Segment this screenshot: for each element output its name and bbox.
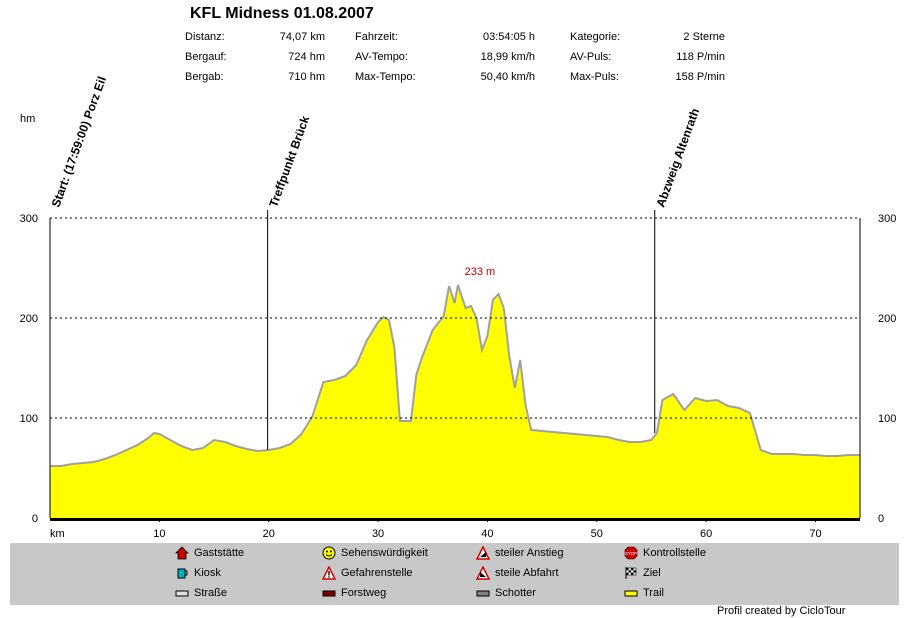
smiley-icon [322,546,336,560]
x-tick-label: 10 [153,528,165,540]
legend-item: Gaststätte [175,546,244,560]
surface-bar [50,518,860,521]
y-tick-label-right: 300 [878,213,896,225]
y-tick-label-left: 0 [32,513,38,525]
legend-label: Gaststätte [194,547,245,559]
stat-value: 18,99 km/h [480,51,535,63]
y-tick-label-right: 100 [878,413,896,425]
chart-title: KFL Midness 01.08.2007 [190,5,374,22]
stat-label: Fahrzeit: [355,31,398,43]
x-tick-label: 60 [700,528,712,540]
x-axis-label: km [50,528,65,540]
x-tick-label: 50 [591,528,603,540]
legend-label: Sehenswürdigkeit [341,547,428,559]
legend-item: Forstweg [322,586,386,600]
stat-label: Max-Tempo: [355,71,416,83]
legend-item: STOP Kontrollstelle [624,546,706,560]
y-tick-label-left: 200 [20,313,38,325]
stat-value: 50,40 km/h [480,71,535,83]
waypoint-label: Treffpunkt Brück [266,114,312,209]
gravel-swatch-icon [476,586,490,600]
forest-swatch-icon [322,586,336,600]
legend-item: Schotter [476,586,536,600]
legend-label: Forstweg [341,587,387,599]
x-tick-label: 70 [809,528,821,540]
legend-label: Kontrollstelle [643,547,706,559]
stat-value: 158 P/min [675,71,725,83]
stat-label: Bergab: [185,71,224,83]
house-icon [175,546,189,560]
legend-label: Ziel [643,567,661,579]
legend-item: Gefahrenstelle [321,565,413,580]
legend-label: Schotter [495,587,536,599]
x-tick-label: 30 [372,528,384,540]
y-tick-label-right: 200 [878,313,896,325]
y-tick-label-right: 0 [878,513,884,525]
x-tick-label: 20 [263,528,275,540]
legend-item: Straße [175,586,227,600]
stat-label: AV-Tempo: [355,51,408,63]
legend-label: steiler Anstieg [495,547,564,559]
stat-value: 74,07 km [279,31,325,43]
stat-value: 710 hm [288,71,325,83]
stop-icon: STOP [624,546,638,560]
cup-icon [175,566,189,580]
stat-label: AV-Puls: [570,51,612,63]
legend-item: steile Abfahrt [475,565,559,580]
elevation-area [50,285,860,518]
legend-label: Trail [643,587,664,599]
waypoint-label: Start: (17:59:00) Porz Eil [49,75,109,210]
elevation-chart: 0 0 100 100 200 200 300 300 10 20 30 40 50 60 70 km hm St… [20,75,897,540]
stat-value: 724 hm [288,51,325,63]
legend-label: Kiosk [194,567,221,579]
road-swatch-icon [175,586,189,600]
legend-label: Gefahrenstelle [341,567,413,579]
legend-label: steile Abfahrt [495,567,559,579]
y-axis-label: hm [20,113,35,125]
stat-label: Max-Puls: [570,71,619,83]
trail-swatch-icon [624,586,638,600]
legend-item: Sehenswürdigkeit [322,546,428,560]
finish-flag-icon [624,566,638,580]
danger-icon [321,565,337,580]
climb-warning-icon [475,545,491,560]
descent-warning-icon [475,565,491,580]
x-tick-label: 40 [481,528,493,540]
max-elevation-label: 233 m [465,266,496,278]
stat-value: 118 P/min [676,51,725,63]
stat-label: Distanz: [185,31,225,43]
legend-item: Kiosk [175,566,221,580]
legend-label: Straße [194,587,228,599]
stat-label: Bergauf: [185,51,227,63]
svg-text:STOP: STOP [625,551,637,556]
elevation-line [50,284,860,467]
stat-label: Kategorie: [570,31,621,43]
legend-item: Trail [624,586,664,600]
legend-item: Ziel [624,566,661,580]
stat-value: 03:54:05 h [483,31,535,43]
credit-text: Profil created by CicloTour [717,605,846,617]
y-tick-label-left: 300 [20,213,38,225]
legend: Gaststätte Sehenswürdigkeit steiler Anstie… [10,543,899,605]
waypoint-label: Abzweig Altenrath [653,106,702,209]
legend-item: steiler Anstieg [475,545,564,560]
y-tick-label-left: 100 [20,413,38,425]
stat-value: 2 Sterne [683,31,725,43]
